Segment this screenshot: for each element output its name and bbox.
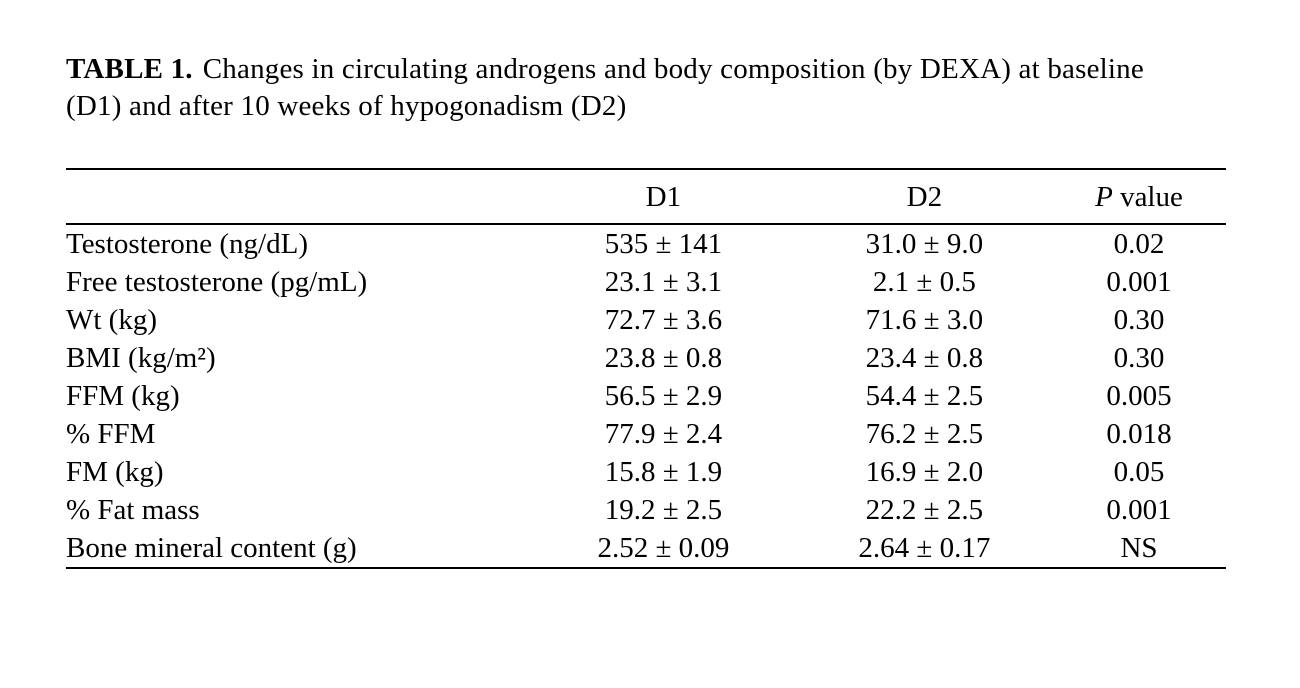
table-caption: TABLE 1. Changes in circulating androgens… [66,51,1171,124]
d1-value: 19.2 ± 2.5 [604,493,723,526]
p-value: 0.05 [1113,455,1165,488]
d2-value: 16.9 ± 2.0 [865,455,984,488]
p-value: 0.018 [1106,417,1172,450]
table-row: Bone mineral content (g) 2.52 ± 0.09 2.6… [66,529,1226,568]
d1-value: 535 ± 141 [604,227,723,260]
table-row: FFM (kg) 56.5 ± 2.9 54.4 ± 2.5 0.005 [66,377,1226,415]
header-p-italic: P [1095,181,1113,214]
d1-value: 15.8 ± 1.9 [604,455,723,488]
header-d1: D1 [645,181,682,214]
table-row: BMI (kg/m²) 23.8 ± 0.8 23.4 ± 0.8 0.30 [66,339,1226,377]
header-p-rest: value [1112,181,1183,214]
table-row: % FFM 77.9 ± 2.4 76.2 ± 2.5 0.018 [66,415,1226,453]
row-label: % FFM [66,417,156,450]
p-value: 0.001 [1106,493,1172,526]
table-row: Wt (kg) 72.7 ± 3.6 71.6 ± 3.0 0.30 [66,301,1226,339]
header-d2: D2 [906,181,943,214]
table-row: Free testosterone (pg/mL) 23.1 ± 3.1 2.1… [66,263,1226,301]
d2-value: 71.6 ± 3.0 [865,303,984,336]
row-label: Testosterone (ng/dL) [66,227,308,260]
table-caption-text: Changes in circulating androgens and bod… [66,53,1144,122]
d2-value: 23.4 ± 0.8 [865,341,984,374]
d1-value: 77.9 ± 2.4 [604,417,723,450]
row-label: FFM (kg) [66,379,180,412]
row-label: Bone mineral content (g) [66,531,357,564]
d2-value: 31.0 ± 9.0 [865,227,984,260]
p-value: 0.30 [1113,341,1165,374]
header-blank [66,169,530,224]
p-value: 0.005 [1106,379,1172,412]
p-value: 0.30 [1113,303,1165,336]
table-body: Testosterone (ng/dL) 535 ± 141 31.0 ± 9.… [66,224,1226,568]
d2-value: 2.1 ± 0.5 [872,265,976,298]
d1-value: 23.8 ± 0.8 [604,341,723,374]
table-caption-number: TABLE 1. [66,53,193,85]
row-label: FM (kg) [66,455,164,488]
header-row: D1 D2 P value [66,169,1226,225]
d2-value: 2.64 ± 0.17 [858,531,991,564]
results-table: D1 D2 P value Testosterone (ng/dL) 535 ±… [66,168,1226,570]
header-p-value: P value [1052,169,1226,224]
table-header: D1 D2 P value [66,169,1226,225]
table-row: FM (kg) 15.8 ± 1.9 16.9 ± 2.0 0.05 [66,453,1226,491]
table-row: Testosterone (ng/dL) 535 ± 141 31.0 ± 9.… [66,224,1226,263]
d1-value: 23.1 ± 3.1 [604,265,723,298]
d1-value: 2.52 ± 0.09 [597,531,730,564]
row-label: Wt (kg) [66,303,157,336]
d1-value: 56.5 ± 2.9 [604,379,723,412]
p-value: NS [1120,531,1158,564]
d2-value: 76.2 ± 2.5 [865,417,984,450]
row-label: BMI (kg/m²) [66,341,216,374]
p-value: 0.02 [1113,227,1165,260]
d2-value: 54.4 ± 2.5 [865,379,984,412]
d1-value: 72.7 ± 3.6 [604,303,723,336]
d2-value: 22.2 ± 2.5 [865,493,984,526]
row-label: % Fat mass [66,493,200,526]
p-value: 0.001 [1106,265,1172,298]
row-label: Free testosterone (pg/mL) [66,265,368,298]
table-row: % Fat mass 19.2 ± 2.5 22.2 ± 2.5 0.001 [66,491,1226,529]
